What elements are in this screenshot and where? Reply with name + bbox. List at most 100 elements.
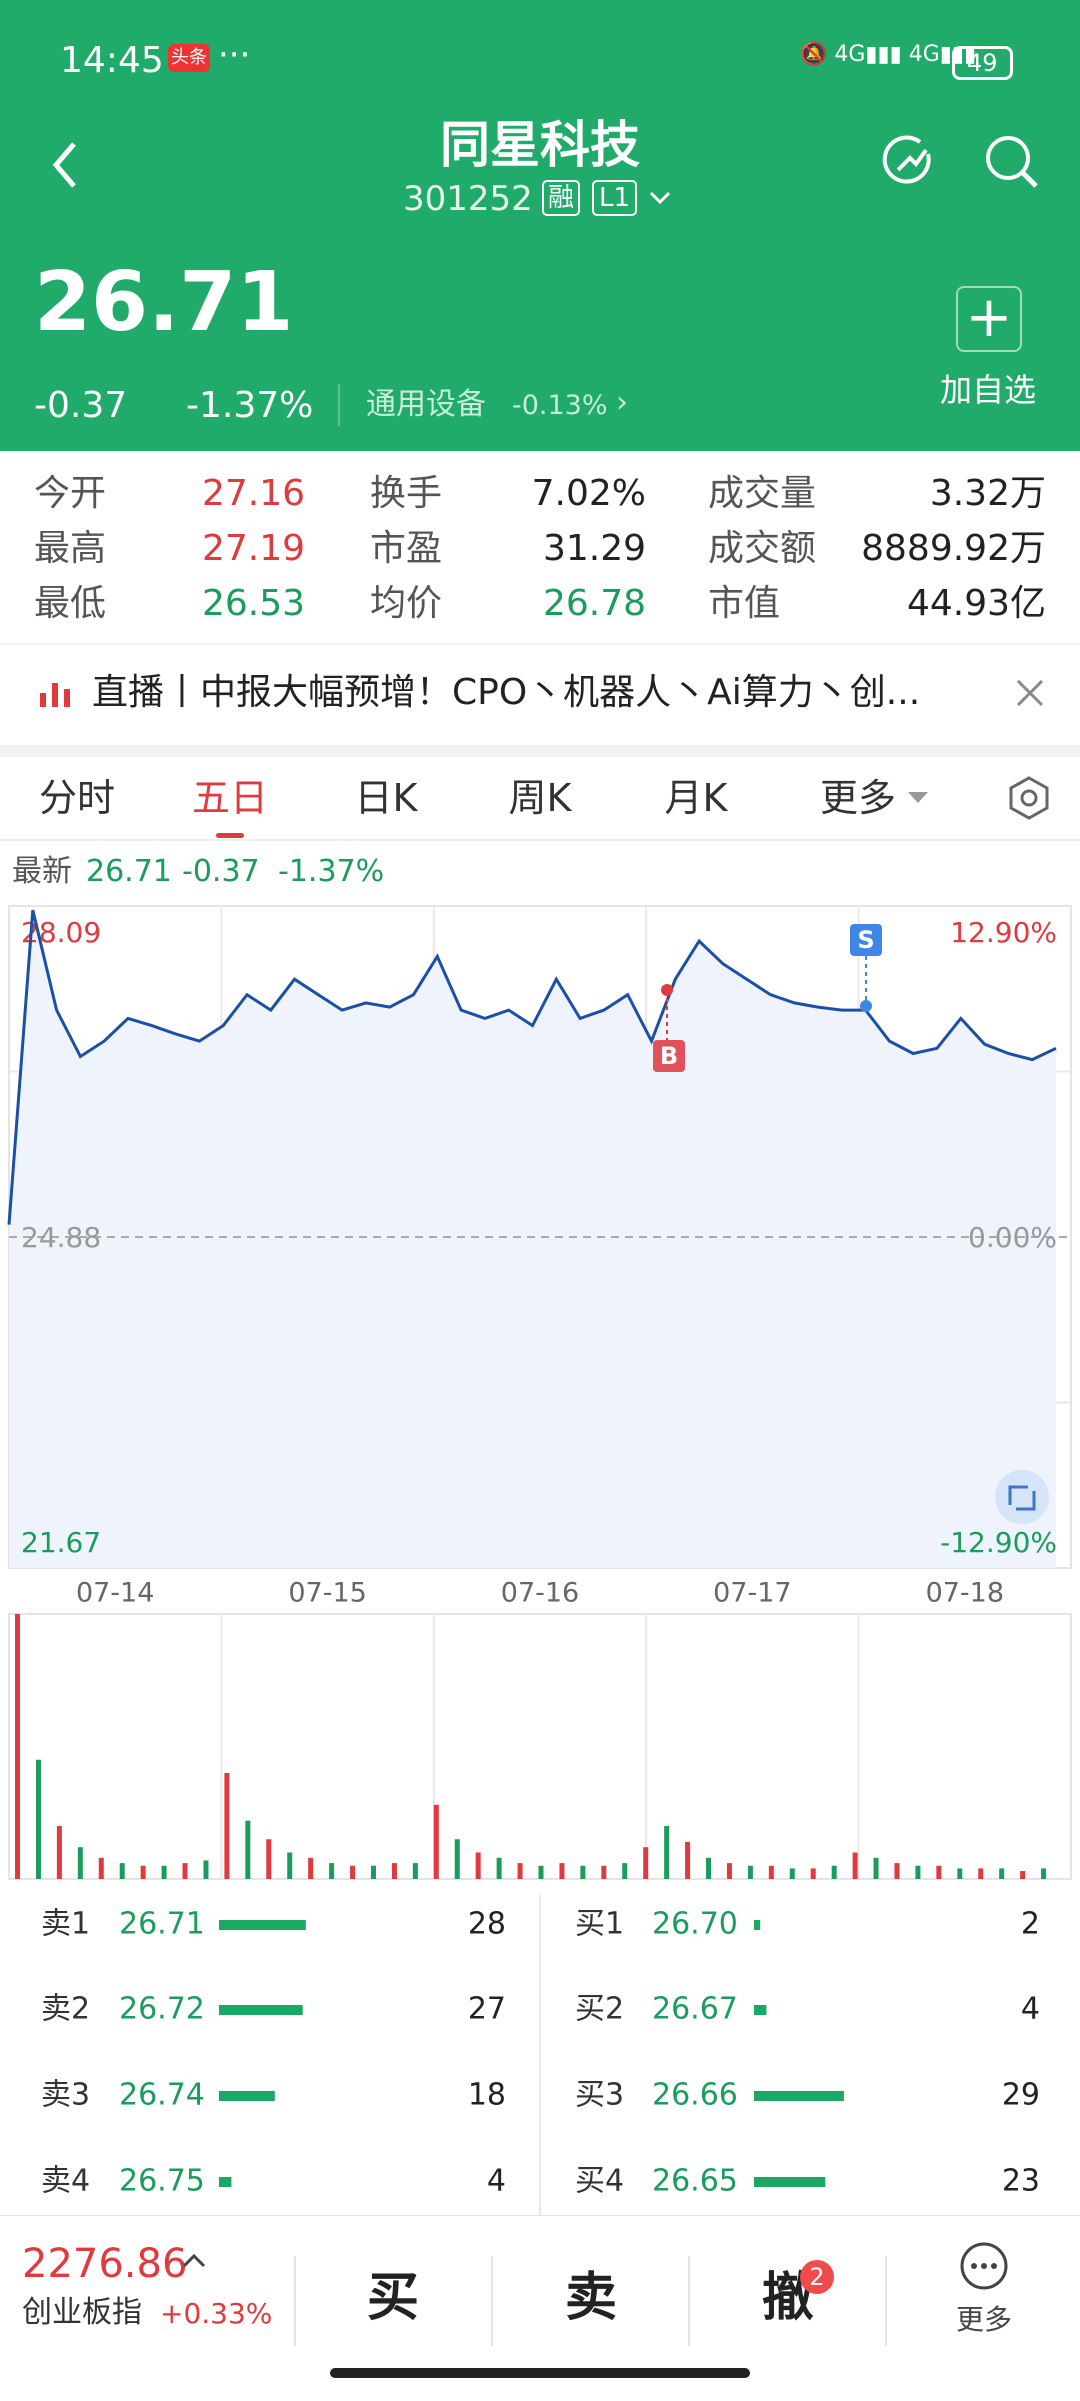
x-tick-label: 07-15 xyxy=(288,1578,366,1609)
order-label: 买1 xyxy=(575,1907,624,1942)
index-change: +0.33% xyxy=(160,2297,273,2330)
volume-bar xyxy=(245,1820,251,1879)
tab[interactable]: 日K xyxy=(354,776,418,820)
marker-label: S xyxy=(857,926,874,954)
stat-label: 市盈 xyxy=(370,528,443,569)
order-qty: 28 xyxy=(468,1907,506,1942)
marker-box xyxy=(653,1040,685,1072)
order-qty: 4 xyxy=(1021,1992,1040,2027)
order-qty: 18 xyxy=(468,2078,506,2113)
index-value[interactable]: 2276.86 xyxy=(22,2241,188,2287)
sell-button[interactable]: 卖 xyxy=(564,2268,618,2328)
order-bar xyxy=(219,1920,306,1930)
back-button[interactable] xyxy=(50,140,80,190)
latest-change-pct: -1.37% xyxy=(278,854,385,889)
tab[interactable]: 月K xyxy=(664,776,728,820)
volume-bar xyxy=(789,1868,795,1879)
stat-value: 26.78 xyxy=(542,583,646,624)
more-icon[interactable] xyxy=(958,2240,1010,2292)
marker-dot xyxy=(860,1000,872,1012)
volume-bar xyxy=(370,1865,376,1879)
add-watch-button[interactable]: + xyxy=(956,286,1022,352)
volume-bar xyxy=(685,1841,691,1879)
volume-bar xyxy=(747,1865,753,1879)
search-button[interactable] xyxy=(982,132,1042,192)
tab[interactable]: 分时 xyxy=(38,776,116,820)
stat-value: 31.29 xyxy=(542,528,646,569)
app-badge: 头条 xyxy=(168,44,210,72)
volume-bar xyxy=(1041,1868,1047,1879)
order-bar xyxy=(219,2005,303,2015)
stat-label: 最高 xyxy=(34,528,107,569)
volume-bar xyxy=(643,1847,649,1879)
tab-active[interactable]: 五日 xyxy=(191,776,269,820)
order-bar xyxy=(754,2005,767,2015)
order-bar xyxy=(219,2091,275,2101)
stat-value: 27.19 xyxy=(202,528,306,569)
signal: 🔕 4G▮▮▮ 4G▮▮▮ xyxy=(800,42,977,67)
y-tick-label: 21.67 xyxy=(21,1526,101,1559)
latest-price: 26.71 xyxy=(86,854,172,889)
tab-underline xyxy=(216,833,244,838)
x-tick-label: 07-18 xyxy=(926,1578,1004,1609)
price: 26.71 xyxy=(34,255,294,350)
stat-value: 44.93亿 xyxy=(906,583,1046,624)
more-dots: ··· xyxy=(218,35,251,75)
change: -0.37 xyxy=(34,385,128,426)
index-name: 创业板指 xyxy=(22,2295,142,2330)
volume-bar xyxy=(266,1839,272,1879)
order-price: 26.67 xyxy=(652,1992,738,2027)
order-label: 卖1 xyxy=(41,1907,90,1942)
stat-value: 8889.92万 xyxy=(861,528,1046,569)
add-watch-label[interactable]: 加自选 xyxy=(939,371,1037,409)
tab[interactable]: 周K xyxy=(508,776,572,820)
stat-label: 成交额 xyxy=(708,528,817,569)
divider xyxy=(885,2256,887,2346)
sector[interactable]: 通用设备 xyxy=(366,387,486,422)
order-bar xyxy=(754,2091,844,2101)
stat-value: 27.16 xyxy=(202,473,306,514)
order-price: 26.65 xyxy=(652,2164,738,2199)
volume-bar xyxy=(496,1857,502,1879)
volume-bar xyxy=(308,1857,314,1879)
volume-bar xyxy=(873,1857,879,1879)
tab[interactable]: 更多 xyxy=(819,776,897,820)
volume-bar xyxy=(999,1868,1005,1879)
volume-bar xyxy=(915,1865,921,1879)
price-area xyxy=(9,910,1056,1568)
volume-bar xyxy=(391,1863,397,1879)
settings-button[interactable] xyxy=(1006,775,1052,821)
index-arrow xyxy=(182,2253,206,2268)
cancel-badge: 2 xyxy=(800,2260,834,2294)
volume-bar xyxy=(350,1865,356,1879)
buy-button[interactable]: 买 xyxy=(366,2268,420,2328)
volume-bar xyxy=(517,1863,523,1879)
stat-label: 换手 xyxy=(370,473,443,514)
volume-bar xyxy=(559,1863,565,1879)
order-label: 买2 xyxy=(575,1992,624,2027)
nav-pill xyxy=(330,2368,750,2378)
volume-bar xyxy=(182,1863,188,1879)
fullscreen-button[interactable] xyxy=(995,1470,1049,1524)
volume-bar xyxy=(224,1773,230,1879)
order-bar xyxy=(219,2177,232,2187)
more-label[interactable]: 更多 xyxy=(955,2303,1013,2336)
volume-bar xyxy=(203,1860,209,1879)
live-banner[interactable]: 直播丨中报大幅预增！CPO丶机器人丶Ai算力丶创... xyxy=(0,645,1080,745)
volume-bar xyxy=(1020,1871,1026,1879)
order-label: 卖3 xyxy=(41,2078,90,2113)
badge: 融 xyxy=(542,180,581,216)
sector-change: -0.13% xyxy=(512,390,608,421)
x-tick-label: 07-16 xyxy=(501,1578,579,1609)
order-qty: 23 xyxy=(1002,2164,1040,2199)
close-button[interactable] xyxy=(1014,677,1046,709)
refresh-button[interactable] xyxy=(880,132,940,192)
dropdown[interactable] xyxy=(648,188,672,208)
order-label: 买3 xyxy=(575,2078,624,2113)
order-price: 26.71 xyxy=(119,1907,205,1942)
order-qty: 27 xyxy=(468,1992,506,2027)
order-label: 卖4 xyxy=(41,2164,90,2199)
volume-bar xyxy=(454,1839,460,1879)
volume-bar xyxy=(601,1865,607,1879)
marker-dot xyxy=(661,984,673,996)
